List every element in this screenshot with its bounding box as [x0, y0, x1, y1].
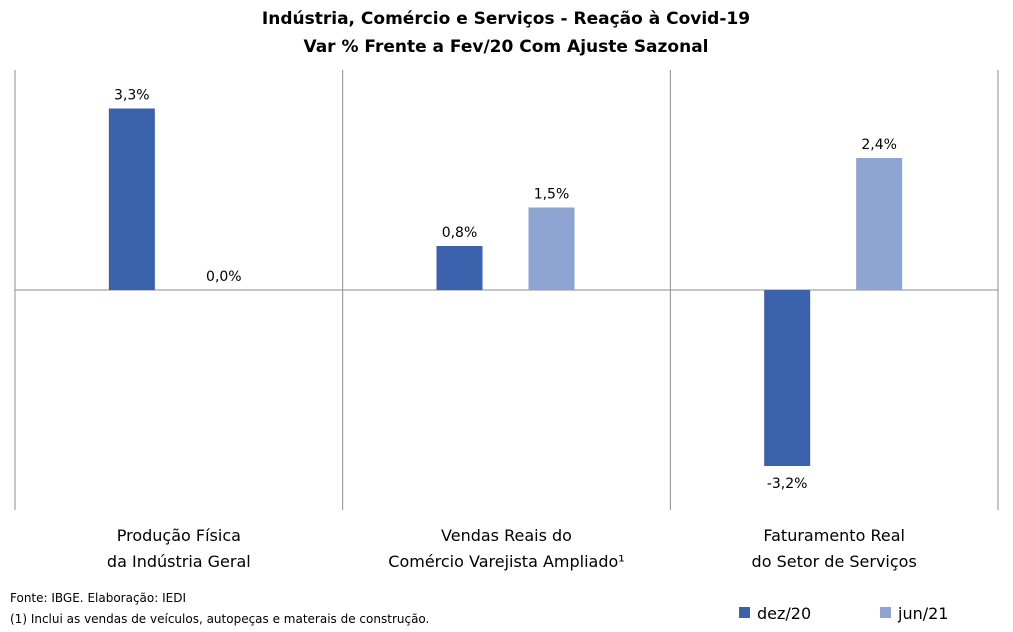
plot-frame — [14, 70, 999, 510]
legend-swatch-dez20 — [739, 607, 750, 618]
category-label-0-line-0: Produção Física — [117, 526, 241, 545]
data-label-dez20-1: 0,8% — [442, 225, 478, 241]
category-label-2-line-0: Faturamento Real — [763, 526, 905, 545]
data-labels-layer: 3,3% 0,8% -3,2% 0,0% 1,5% 2,4% — [114, 88, 897, 493]
footer-source: Fonte: IBGE. Elaboração: IEDI — [10, 591, 186, 605]
legend-label-dez20: dez/20 — [757, 604, 811, 623]
data-label-jun21-0: 0,0% — [206, 269, 242, 285]
bar-dez20-2 — [764, 290, 811, 466]
bars-layer — [108, 108, 903, 466]
legend-label-jun21: jun/21 — [897, 604, 948, 623]
legend: dez/20 jun/21 — [739, 604, 948, 623]
category-label-2-line-1: do Setor de Serviços — [752, 552, 917, 571]
bar-jun21-2 — [856, 158, 903, 290]
category-labels-layer: Produção Física da Indústria Geral Vendas … — [107, 526, 917, 571]
bar-dez20-0 — [108, 108, 155, 290]
legend-swatch-jun21 — [880, 607, 891, 618]
data-label-jun21-1: 1,5% — [534, 187, 570, 203]
chart-subtitle: Var % Frente a Fev/20 Com Ajuste Sazonal — [303, 37, 708, 57]
data-label-jun21-2: 2,4% — [861, 137, 897, 153]
bar-jun21-1 — [528, 207, 575, 290]
category-label-1-line-1: Comércio Varejista Ampliado¹ — [388, 552, 624, 571]
data-label-dez20-0: 3,3% — [114, 88, 150, 104]
footer-note: (1) Inclui as vendas de veículos, autope… — [10, 612, 429, 626]
category-label-0-line-1: da Indústria Geral — [107, 552, 251, 571]
data-label-dez20-2: -3,2% — [767, 476, 808, 492]
bar-dez20-1 — [436, 246, 483, 290]
chart-title: Indústria, Comércio e Serviços - Reação … — [262, 9, 750, 29]
category-label-1-line-0: Vendas Reais do — [441, 526, 572, 545]
